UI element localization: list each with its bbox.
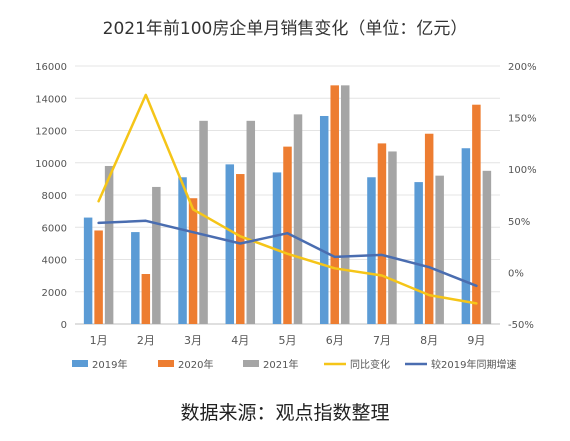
point-同比变化-1月 — [97, 200, 100, 202]
legend-label: 同比变化 — [350, 358, 390, 371]
right-tick-label: 0% — [508, 268, 524, 279]
bar-2021年-9月 — [482, 170, 492, 324]
left-tick-label: 2000 — [42, 288, 67, 299]
legend-swatch — [158, 360, 174, 367]
bar-2020年-2月 — [141, 274, 151, 324]
point-较2019年同期增速-7月 — [381, 254, 383, 256]
point-同比变化-4月 — [239, 235, 242, 238]
bar-2020年-3月 — [188, 198, 198, 324]
bar-2021年-5月 — [293, 114, 303, 324]
bar-2020年-6月 — [330, 85, 339, 324]
bar-2021年-8月 — [435, 175, 444, 324]
bar-2020年-4月 — [236, 174, 245, 324]
bar-2019年-9月 — [461, 148, 471, 324]
legend-swatch — [243, 360, 259, 367]
point-较2019年同期增速-4月 — [239, 242, 242, 245]
bar-2021年-1月 — [104, 165, 114, 324]
left-tick-label: 12000 — [35, 127, 67, 138]
bar-2021年-4月 — [246, 120, 256, 324]
point-较2019年同期增速-8月 — [428, 266, 430, 269]
x-tick-label: 4月 — [231, 334, 249, 347]
left-tick-label: 0 — [61, 320, 67, 331]
legend-label: 2020年 — [178, 358, 213, 371]
bar-2019年-8月 — [414, 182, 423, 324]
left-tick-label: 6000 — [42, 223, 67, 234]
bars — [83, 85, 492, 324]
point-较2019年同期增速-1月 — [97, 222, 100, 224]
left-tick-label: 8000 — [42, 191, 67, 202]
bar-2021年-2月 — [152, 186, 161, 324]
bar-2019年-2月 — [131, 232, 140, 324]
left-tick-label: 16000 — [35, 62, 67, 73]
x-tick-label: 7月 — [373, 334, 391, 347]
bar-2019年-6月 — [319, 115, 329, 324]
bar-2021年-6月 — [340, 85, 350, 324]
left-axis: 0 2000 4000 6000 8000 10000 12000 14000 16000 — [35, 62, 67, 331]
x-tick-label: 8月 — [420, 334, 438, 347]
bar-2020年-5月 — [283, 146, 292, 324]
x-tick-label: 2月 — [137, 334, 155, 347]
x-tick-label: 5月 — [279, 334, 297, 347]
point-同比变化-8月 — [428, 294, 430, 296]
point-同比变化-3月 — [192, 208, 194, 211]
bar-2019年-1月 — [83, 217, 93, 324]
point-较2019年同期增速-2月 — [145, 220, 147, 222]
bar-2019年-4月 — [225, 164, 235, 324]
bar-2020年-9月 — [472, 104, 481, 324]
x-tick-label: 3月 — [184, 334, 202, 347]
left-tick-label: 10000 — [35, 159, 67, 170]
x-tick-label: 6月 — [326, 334, 344, 347]
legend-label: 2019年 — [92, 358, 127, 371]
legend-label: 2021年 — [263, 358, 298, 371]
point-较2019年同期增速-9月 — [475, 285, 478, 287]
left-tick-label: 4000 — [42, 256, 67, 267]
point-同比变化-7月 — [381, 274, 383, 277]
point-同比变化-6月 — [333, 267, 336, 270]
left-tick-label: 14000 — [35, 94, 67, 105]
bar-2020年-1月 — [94, 230, 103, 324]
bar-2021年-7月 — [388, 151, 397, 324]
right-tick-label: 50% — [508, 217, 530, 228]
legend: 2019年 2020年 2021年 同比变化 较2019年同期增速 — [72, 358, 516, 371]
point-较2019年同期增速-6月 — [333, 256, 336, 258]
bar-2021年-3月 — [199, 120, 208, 324]
bar-2020年-8月 — [424, 133, 434, 324]
right-tick-label: 200% — [508, 62, 537, 73]
point-同比变化-2月 — [145, 94, 147, 96]
point-同比变化-9月 — [475, 302, 478, 305]
right-tick-label: -50% — [508, 320, 534, 331]
bar-2019年-5月 — [272, 172, 282, 324]
bar-2019年-3月 — [178, 177, 187, 324]
right-tick-label: 150% — [508, 114, 537, 125]
point-同比变化-5月 — [286, 253, 289, 255]
source-note: 数据来源：观点指数整理 — [180, 402, 390, 424]
bar-2019年-7月 — [367, 177, 376, 324]
point-较2019年同期增速-3月 — [192, 231, 194, 233]
legend-swatch — [72, 360, 88, 367]
x-tick-label: 9月 — [467, 334, 485, 347]
x-axis: 1月 2月 3月 4月 5月 6月 7月 8月 9月 — [90, 334, 486, 347]
right-axis: -50% 0% 50% 100% 150% 200% — [508, 62, 537, 331]
x-tick-label: 1月 — [90, 334, 108, 347]
chart-title: 2021年前100房企单月销售变化（单位：亿元） — [103, 19, 468, 39]
bar-2020年-7月 — [377, 143, 387, 324]
legend-label: 较2019年同期增速 — [431, 358, 516, 371]
right-tick-label: 100% — [508, 165, 537, 176]
lines — [97, 93, 478, 305]
point-较2019年同期增速-5月 — [286, 232, 289, 234]
